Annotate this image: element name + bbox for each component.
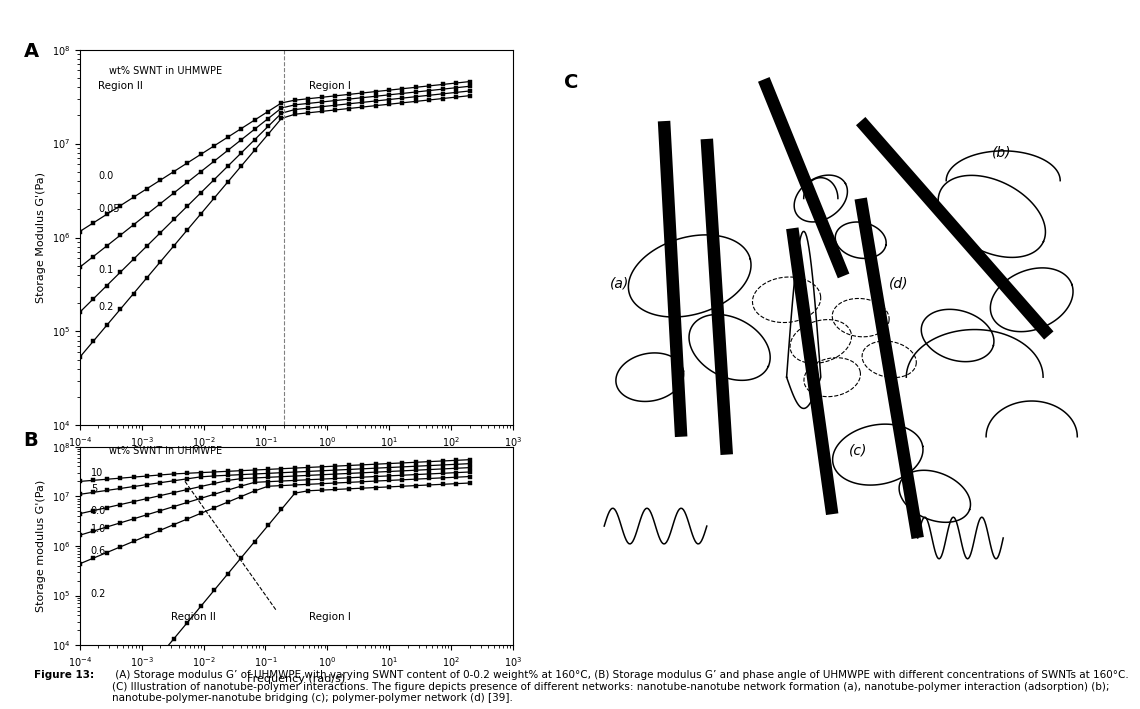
Text: Region I: Region I: [309, 612, 351, 622]
Text: (a): (a): [610, 277, 629, 291]
Text: 5: 5: [91, 484, 97, 494]
Text: 0.2: 0.2: [98, 303, 114, 313]
Text: Figure 13:: Figure 13:: [34, 670, 95, 680]
Text: 0.0: 0.0: [91, 506, 106, 516]
Text: (b): (b): [992, 146, 1011, 160]
Text: 0.0: 0.0: [98, 171, 114, 182]
Y-axis label: Storage modulus G'(Pa): Storage modulus G'(Pa): [36, 480, 46, 612]
X-axis label: Frequency (rad/s): Frequency (rad/s): [247, 454, 345, 464]
Text: 0.1: 0.1: [98, 265, 114, 275]
Text: B: B: [24, 431, 39, 450]
Text: 0.05: 0.05: [98, 204, 120, 214]
X-axis label: Frequency (rad/s): Frequency (rad/s): [247, 674, 345, 684]
Text: 1.0: 1.0: [91, 524, 106, 534]
Text: wt% SWNT in UHMWPE: wt% SWNT in UHMWPE: [109, 66, 222, 76]
Text: Region II: Region II: [171, 612, 217, 622]
Text: 0.2: 0.2: [91, 588, 106, 598]
Text: C: C: [564, 74, 579, 92]
Text: (d): (d): [889, 277, 909, 291]
Text: A: A: [24, 42, 39, 61]
Text: Region I: Region I: [309, 81, 351, 91]
Text: 0.6: 0.6: [91, 546, 106, 556]
Text: (c): (c): [849, 444, 868, 457]
Text: wt% SWNT in UHMWPE: wt% SWNT in UHMWPE: [109, 447, 222, 457]
Y-axis label: Storage Modulus G'(Pa): Storage Modulus G'(Pa): [36, 172, 46, 303]
Text: (A) Storage modulus G’ of UHMWPE with varying SWNT content of 0-0.2 weight% at 1: (A) Storage modulus G’ of UHMWPE with va…: [112, 670, 1129, 703]
Text: Region II: Region II: [98, 81, 144, 91]
Text: 10: 10: [91, 468, 103, 478]
